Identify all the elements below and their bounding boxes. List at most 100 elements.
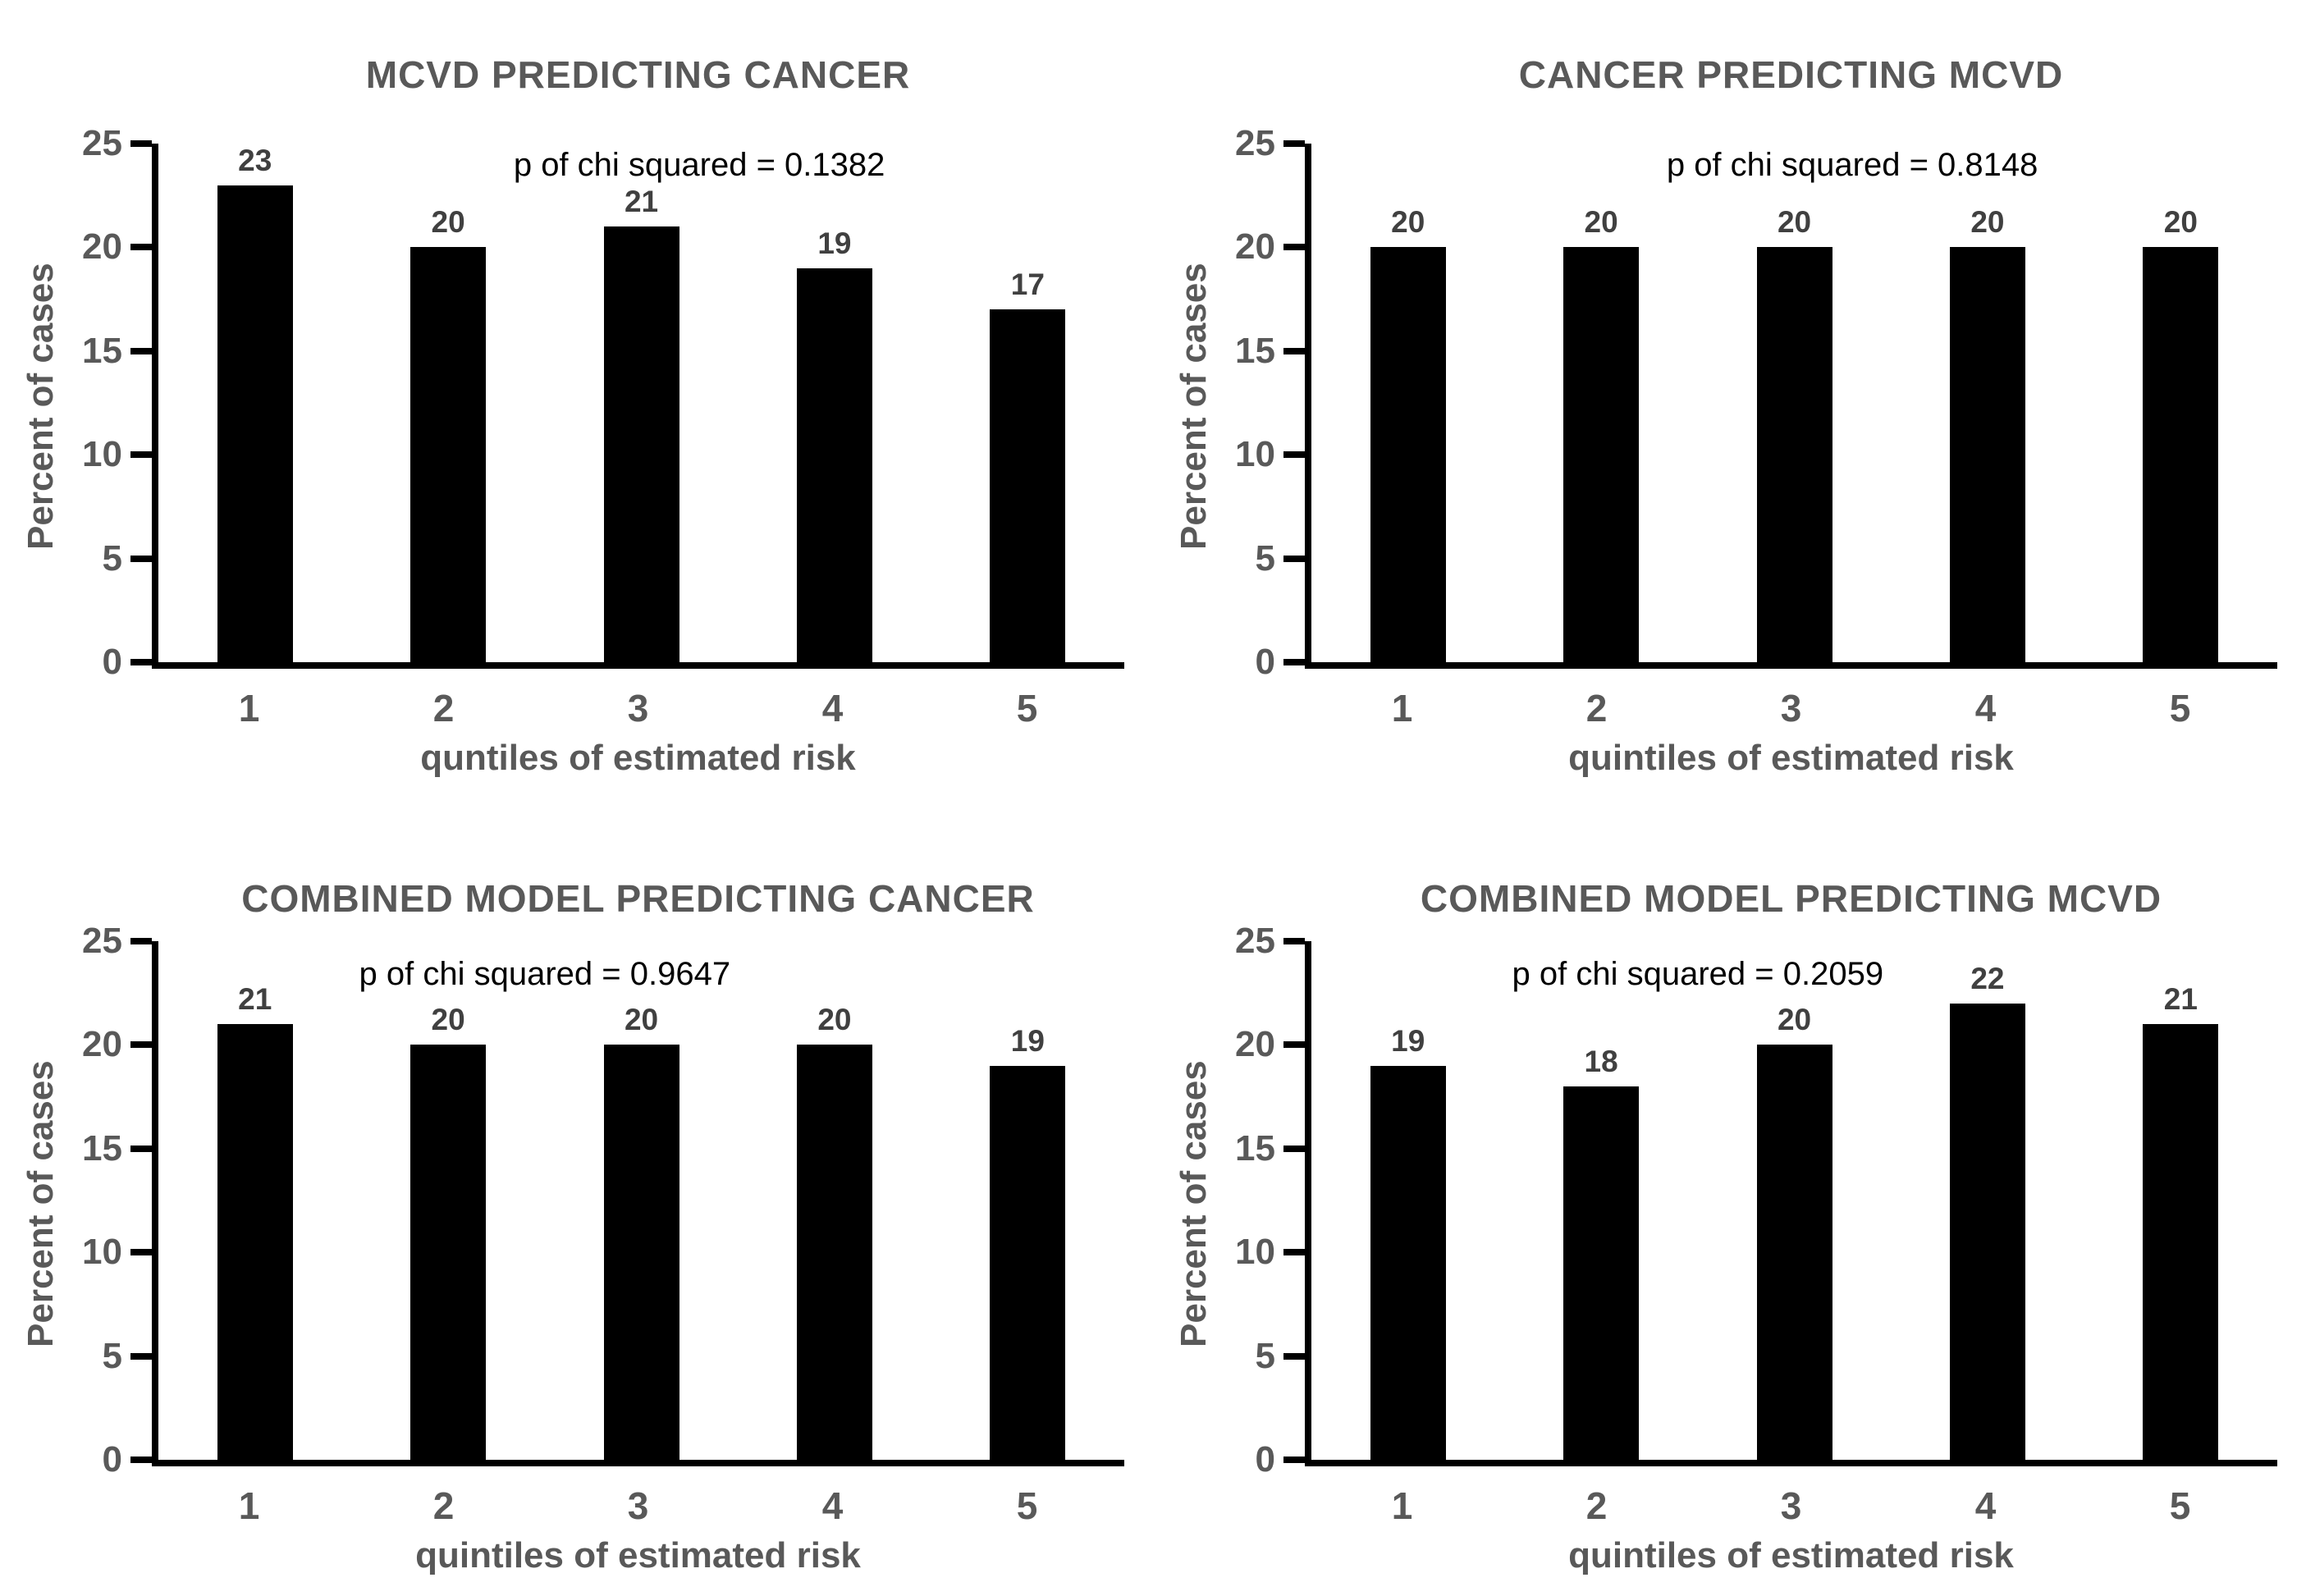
bar-slot: 20	[1698, 144, 1891, 662]
x-axis-title: quintiles of estimated risk	[1568, 738, 2014, 778]
y-axis: 0 5 10 15 20 25	[82, 923, 1124, 1478]
y-tick-mark	[130, 1457, 152, 1463]
bar	[1563, 1086, 1640, 1460]
bar	[410, 1045, 487, 1460]
bar	[1370, 247, 1446, 662]
chart-title: COMBINED MODEL PREDICTING CANCER	[241, 877, 1035, 921]
y-tick-mark	[1283, 347, 1305, 354]
bar	[410, 247, 487, 662]
bar	[1370, 1065, 1446, 1460]
p-value-annotation: p of chi squared = 0.8148	[1666, 147, 2038, 183]
y-tick-label: 15	[82, 330, 122, 371]
x-axis-ticks: 1 2 3 4 5	[1305, 689, 2277, 727]
y-tick-label: 15	[82, 1127, 122, 1168]
bars: 20 20 20 20 20	[1311, 144, 2277, 662]
x-tick-label: 3	[1780, 1484, 1802, 1527]
bar-value-label: 20	[817, 1003, 852, 1037]
x-tick-label: 4	[821, 687, 844, 729]
bar-value-label: 19	[1010, 1023, 1045, 1058]
y-tick-label: 10	[1235, 434, 1275, 475]
y-tick-mark	[1283, 555, 1305, 562]
bar-slot: 22	[1891, 941, 2084, 1460]
p-value-annotation: p of chi squared = 0.2059	[1512, 956, 1884, 992]
bar-slot: 20	[1504, 144, 1697, 662]
y-tick-label: 0	[102, 642, 122, 682]
y-tick-mark	[130, 140, 152, 147]
y-tick-mark	[1283, 1352, 1305, 1360]
y-tick-label: 15	[1235, 1127, 1275, 1168]
y-tick-label: 5	[1255, 537, 1275, 578]
bar-value-label: 18	[1584, 1044, 1618, 1078]
y-tick-mark	[130, 451, 152, 459]
bar-slot: 18	[1504, 941, 1697, 1460]
x-axis-ticks: 1 2 3 4 5	[152, 1487, 1124, 1525]
bar-slot: 19	[738, 144, 931, 662]
y-axis-label: Percent of cases	[21, 263, 61, 550]
chart-title: COMBINED MODEL PREDICTING MCVD	[1420, 877, 2162, 921]
y-tick-label: 20	[82, 226, 122, 268]
chart-mcvd-predicting-cancer: MCVD PREDICTING CANCER Percent of cases …	[0, 0, 1153, 798]
x-axis-title: quintiles of estimated risk	[415, 1535, 861, 1575]
x-tick-label: 1	[238, 687, 260, 729]
p-value-annotation: p of chi squared = 0.1382	[513, 147, 885, 183]
y-tick-mark	[1283, 1249, 1305, 1256]
bar-slot: 17	[931, 144, 1124, 662]
y-tick-mark	[1283, 1145, 1305, 1152]
bar-slot: 20	[1698, 941, 1891, 1460]
bars: 19 18 20 22 21	[1311, 941, 2277, 1460]
bar	[1563, 247, 1640, 662]
y-tick-label: 20	[82, 1024, 122, 1065]
bar-value-label: 19	[1391, 1023, 1425, 1058]
bar-slot: 20	[351, 144, 544, 662]
bar-value-label: 17	[1010, 268, 1045, 302]
y-tick-mark	[1283, 938, 1305, 944]
y-tick-mark	[1283, 1457, 1305, 1463]
bar-slot: 20	[351, 941, 544, 1460]
bar	[217, 185, 293, 662]
y-axis-label: Percent of cases	[21, 1060, 61, 1347]
bar-value-label: 22	[1970, 961, 2005, 995]
bar-value-label: 20	[431, 1003, 465, 1037]
y-tick-label: 20	[1235, 1024, 1275, 1065]
bar	[990, 309, 1066, 662]
bar-value-label: 21	[238, 982, 272, 1017]
plot-area: 0 5 10 15 20 25 23 20 21 19 17 p of chi squared =…	[82, 126, 1124, 680]
y-axis-label: Percent of cases	[1174, 263, 1214, 550]
bars: 21 20 20 20 19	[158, 941, 1124, 1460]
bar	[1949, 1003, 2025, 1460]
x-tick-label: 5	[2169, 687, 2191, 729]
y-tick-label: 25	[82, 123, 122, 163]
y-tick-label: 25	[1235, 921, 1275, 961]
x-tick-label: 4	[1974, 687, 1997, 729]
bar-value-label: 23	[238, 143, 272, 177]
x-tick-label: 1	[1391, 1484, 1413, 1527]
bar-value-label: 20	[1391, 205, 1425, 240]
y-tick-label: 10	[1235, 1232, 1275, 1273]
bar-value-label: 21	[2163, 982, 2198, 1017]
bar-slot: 20	[2084, 144, 2277, 662]
bar-slot: 20	[1891, 144, 2084, 662]
y-tick-label: 15	[1235, 330, 1275, 371]
x-tick-label: 2	[432, 1484, 455, 1527]
x-tick-label: 1	[238, 1484, 260, 1527]
x-tick-label: 4	[1974, 1484, 1997, 1527]
x-axis-ticks: 1 2 3 4 5	[1305, 1487, 2277, 1525]
y-tick-mark	[130, 1041, 152, 1049]
bar-slot: 20	[1311, 144, 1504, 662]
chart-title: CANCER PREDICTING MCVD	[1518, 53, 2064, 97]
x-axis-ticks: 1 2 3 4 5	[152, 689, 1124, 727]
y-axis-label: Percent of cases	[1174, 1060, 1214, 1347]
y-tick-label: 5	[102, 1335, 122, 1376]
bar-value-label: 20	[2163, 205, 2198, 240]
plot-area: 0 5 10 15 20 25 20 20 20 20 20 p of chi squared =…	[1235, 126, 2277, 680]
y-tick-label: 0	[1255, 642, 1275, 682]
y-tick-label: 25	[82, 921, 122, 961]
y-tick-mark	[130, 244, 152, 251]
bar	[990, 1065, 1066, 1460]
y-tick-mark	[130, 938, 152, 944]
x-tick-label: 3	[627, 687, 649, 729]
y-tick-mark	[130, 347, 152, 354]
bar-slot: 21	[158, 941, 351, 1460]
y-tick-label: 10	[82, 434, 122, 475]
